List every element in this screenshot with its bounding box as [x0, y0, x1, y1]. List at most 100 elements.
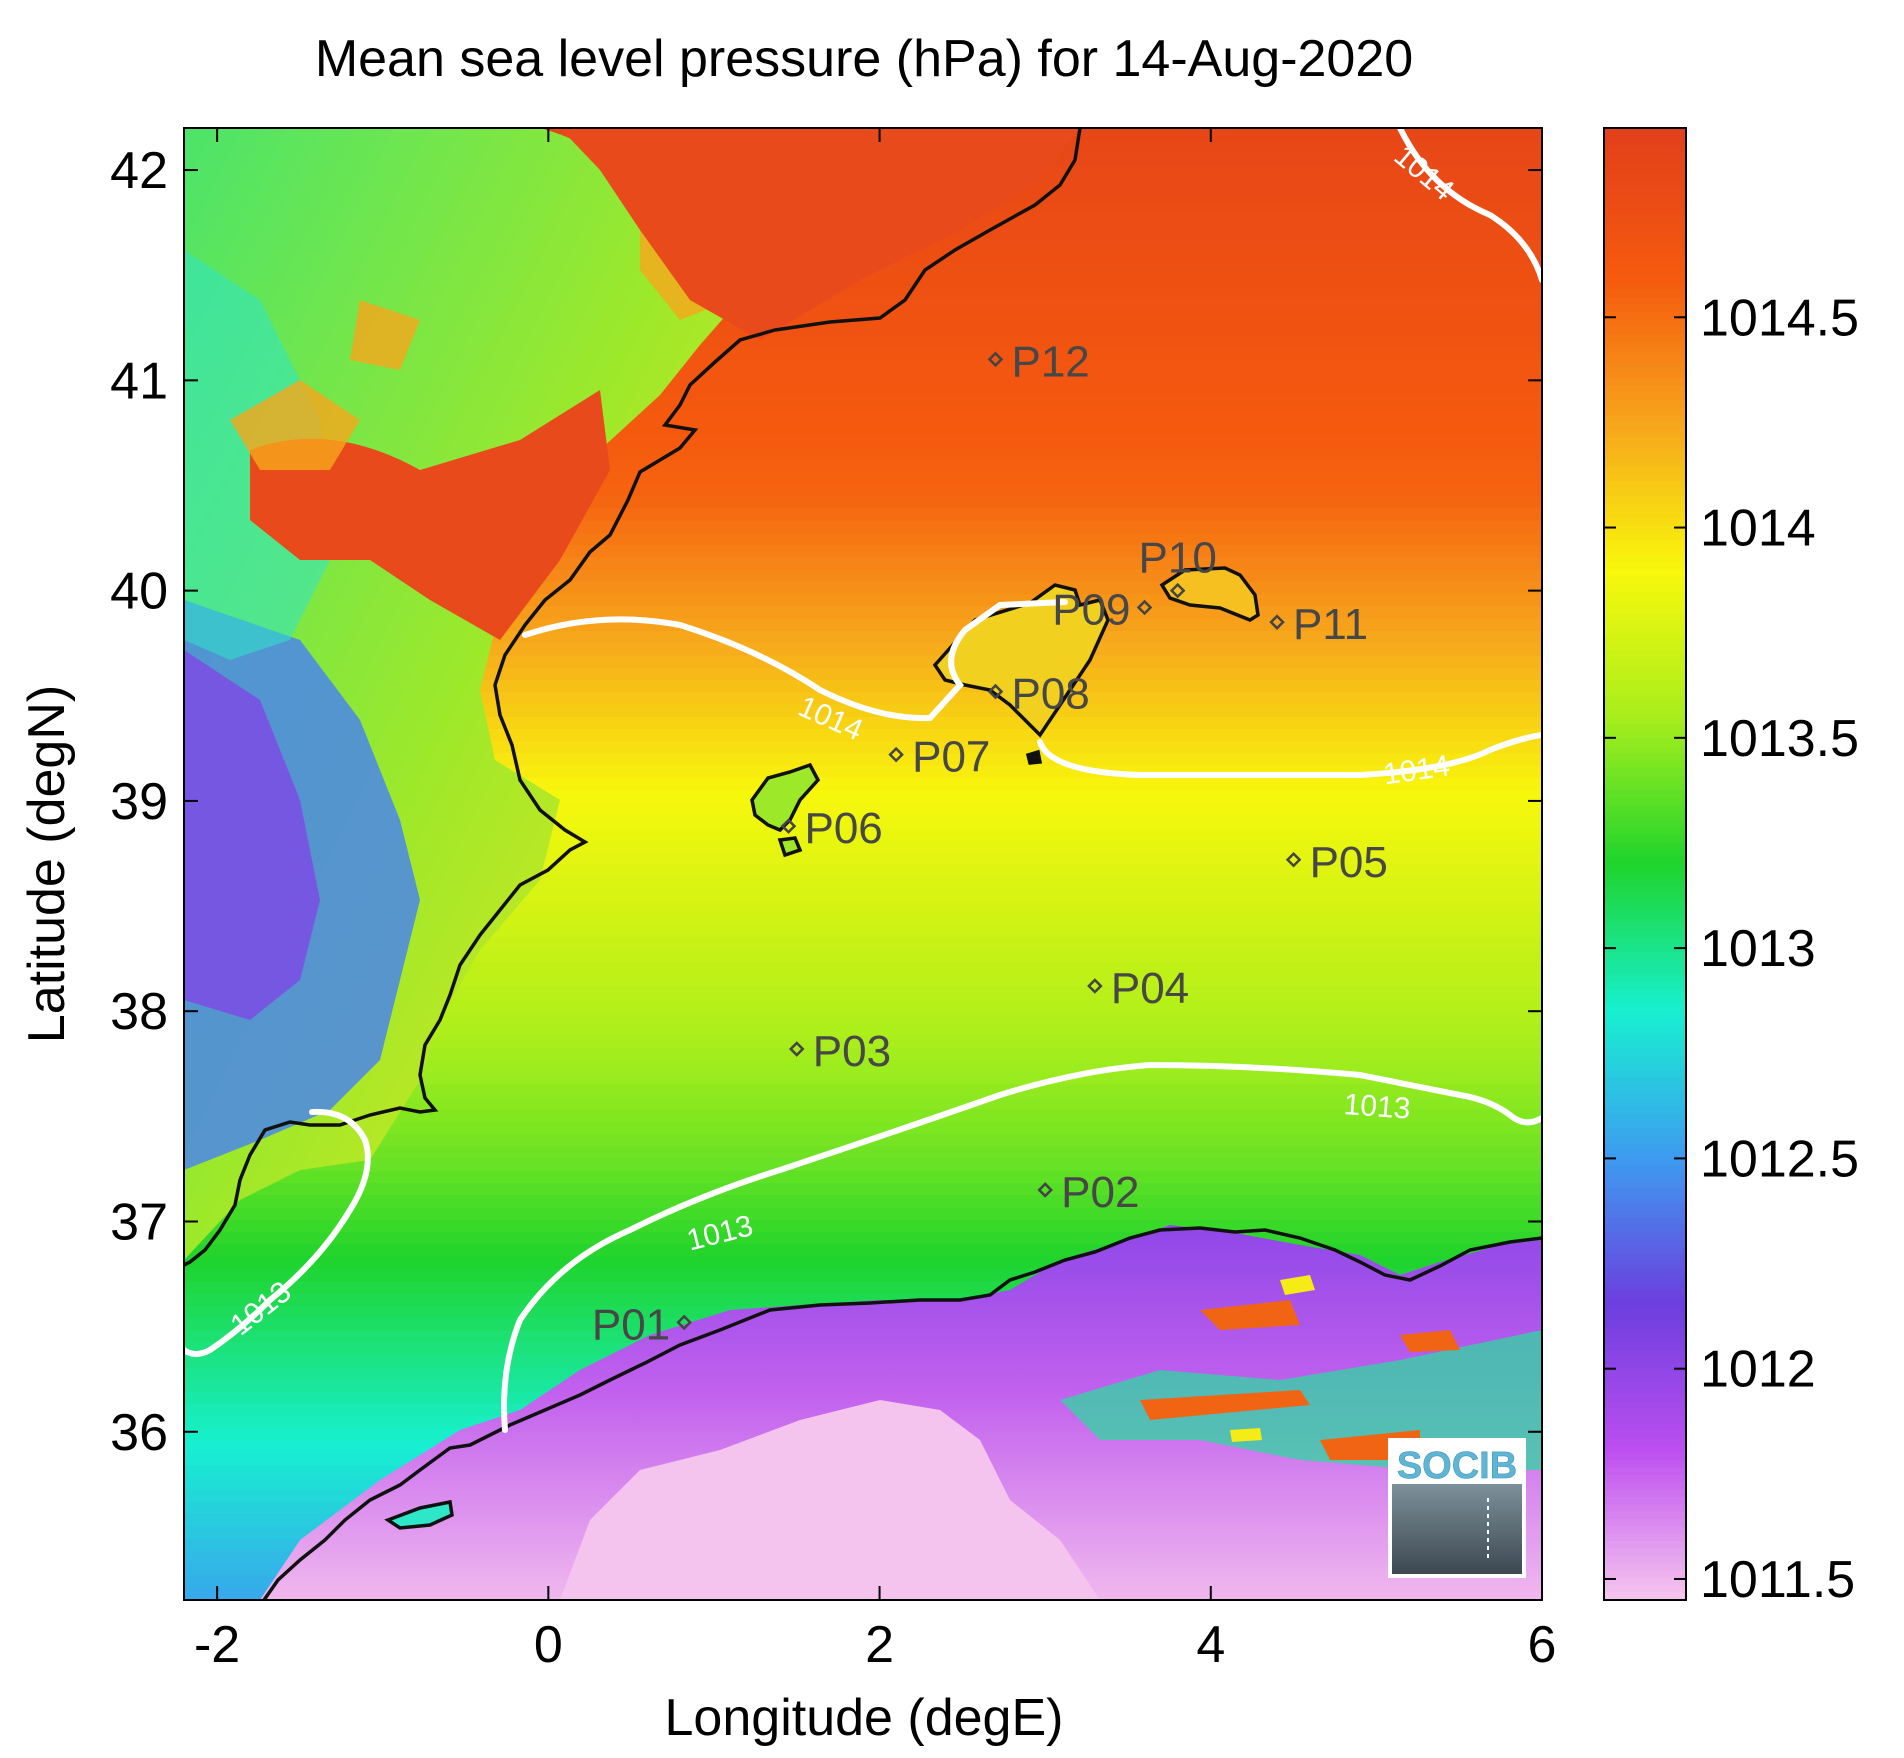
colorbar-band [1604, 1577, 1686, 1587]
field-band [184, 753, 1542, 767]
colorbar-band [1604, 864, 1686, 873]
chart-title: Mean sea level pressure (hPa) for 14-Aug… [315, 30, 1413, 88]
colorbar-band [1604, 1349, 1686, 1359]
field-band [184, 1072, 1542, 1086]
colorbar-band [1604, 650, 1686, 659]
colorbar-band [1604, 231, 1686, 240]
colorbar-band [1604, 1224, 1686, 1233]
colorbar-band [1604, 1335, 1686, 1344]
colorbar-band [1604, 1408, 1686, 1417]
station-label: P04 [1111, 964, 1189, 1013]
colorbar-band [1604, 930, 1686, 939]
colorbar-band [1604, 422, 1686, 431]
colorbar-band [1604, 797, 1686, 807]
colorbar-band [1604, 1084, 1686, 1094]
station-label: P10 [1139, 534, 1217, 583]
y-axis-label: Latitude (degN) [18, 685, 76, 1043]
iberian-coastline [184, 128, 1082, 1267]
station-label: P08 [1011, 670, 1089, 719]
socib-logo-text: SOCIB [1397, 1445, 1517, 1487]
colorbar-tick-label: 1012.5 [1700, 1130, 1859, 1188]
colorbar-band [1604, 128, 1686, 137]
colorbar-band [1604, 1548, 1686, 1557]
colorbar-band [1604, 635, 1686, 645]
field-band [184, 1207, 1542, 1221]
field-band [184, 1048, 1542, 1062]
colorbar-band [1604, 245, 1686, 255]
colorbar-band [1604, 1489, 1686, 1498]
colorbar-band [1604, 275, 1686, 284]
colorbar: 1011.5 1012 1012.5 1013 1013.5 1014 1014.5 [1603, 127, 1859, 1609]
colorbar-band [1604, 591, 1686, 601]
colorbar-band [1604, 1592, 1686, 1601]
colorbar-band [1604, 1445, 1686, 1454]
colorbar-band [1604, 525, 1686, 534]
colorbar-band [1604, 518, 1686, 527]
contour-1013-east [501, 1061, 1542, 1433]
station-marker [987, 351, 1004, 368]
x-tick-label: 6 [1528, 1616, 1557, 1674]
y-tick-label: 36 [110, 1404, 168, 1462]
colorbar-band [1604, 1268, 1686, 1278]
colorbar-band [1604, 819, 1686, 829]
field-band [184, 704, 1542, 718]
colorbar-band [1604, 599, 1686, 608]
contour-1013-west [184, 1108, 371, 1357]
field-band [184, 1146, 1542, 1160]
colorbar-band [1604, 1202, 1686, 1211]
colorbar-band [1604, 694, 1686, 704]
colorbar-band [1604, 186, 1686, 196]
station-marker [676, 1314, 692, 1331]
colorbar-band [1604, 849, 1686, 858]
colorbar-band [1604, 1232, 1686, 1241]
field-band [184, 925, 1542, 939]
colorbar-band [1604, 1254, 1686, 1263]
field-band [184, 949, 1542, 964]
colorbar-band [1604, 363, 1686, 372]
colorbar-band [1604, 1283, 1686, 1292]
colorbar-band [1604, 1393, 1686, 1403]
station-marker [1285, 852, 1302, 868]
colorbar-band [1604, 142, 1686, 152]
y-tick-label: 40 [110, 563, 168, 621]
x-tick-label: -2 [194, 1616, 240, 1674]
colorbar-band [1604, 496, 1686, 505]
colorbar-band [1604, 1555, 1686, 1565]
field-band [184, 741, 1542, 755]
field-band [184, 1097, 1542, 1111]
colorbar-band [1604, 628, 1686, 637]
colorbar-band [1604, 150, 1686, 159]
colorbar-band [1604, 451, 1686, 461]
colorbar-band [1604, 459, 1686, 468]
station-marker [987, 683, 1004, 700]
colorbar-band [1604, 1048, 1686, 1057]
colorbar-band [1604, 415, 1686, 424]
y-tick-label: 42 [110, 142, 168, 200]
colorbar-band [1604, 702, 1686, 711]
colorbar-band [1604, 1092, 1686, 1101]
field-band [184, 680, 1542, 694]
x-tick-label: 2 [865, 1616, 894, 1674]
colorbar-band [1604, 753, 1686, 762]
colorbar-band [1604, 1327, 1686, 1337]
field-band [184, 643, 1542, 657]
colorbar-band [1604, 1158, 1686, 1167]
field-band [184, 1023, 1542, 1037]
colorbar-band [1604, 760, 1686, 770]
colorbar-band [1604, 1173, 1686, 1182]
colorbar-band [1604, 657, 1686, 667]
colorbar-band [1604, 952, 1686, 961]
plot-frame [183, 127, 1543, 1601]
field-band [184, 1170, 1542, 1184]
colorbar-band [1604, 194, 1686, 203]
colorbar-band [1604, 1570, 1686, 1579]
colorbar-band [1604, 790, 1686, 799]
colorbar-band [1604, 1364, 1686, 1373]
colorbar-band [1604, 606, 1686, 615]
colorbar-band [1604, 341, 1686, 350]
field-band [184, 900, 1542, 915]
colorbar-band [1604, 473, 1686, 483]
field-band [184, 1232, 1542, 1246]
alboran-island [384, 1499, 454, 1530]
african-coastline [262, 1226, 1542, 1600]
